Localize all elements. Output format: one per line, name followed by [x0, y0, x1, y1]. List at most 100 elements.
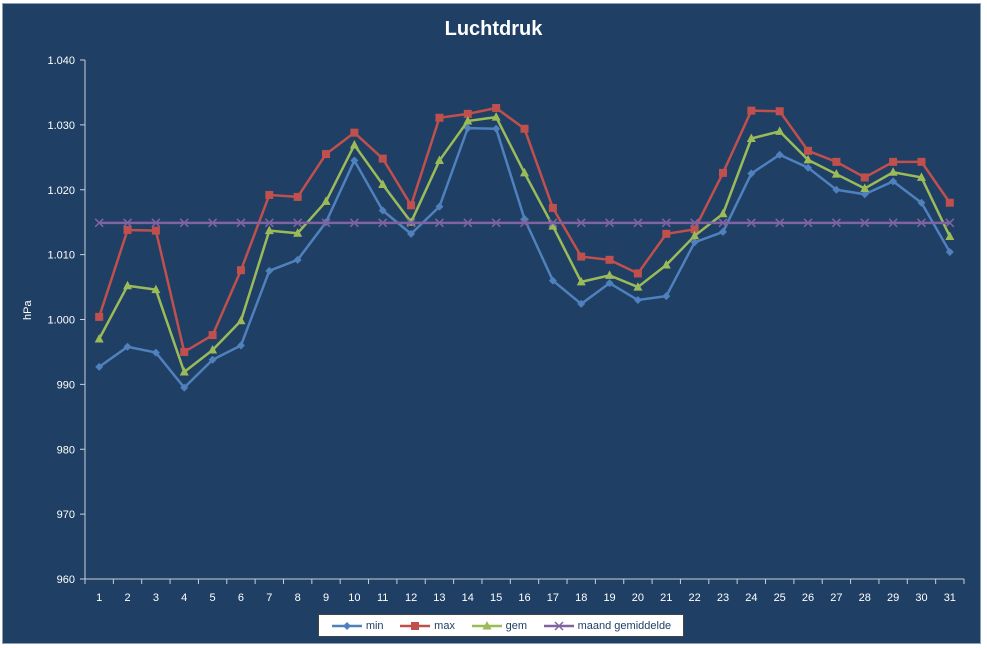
x-tick-label: 10 [348, 592, 360, 604]
y-tick-label: 1.010 [47, 250, 75, 262]
gem-point [548, 221, 558, 230]
gem-point [349, 139, 359, 149]
min-point [832, 185, 841, 194]
maand-gemiddelde-point [548, 218, 558, 228]
legend-swatch-maand-gemiddelde [543, 620, 574, 631]
maand-gemiddelde-point [434, 218, 444, 228]
x-tick-label: 6 [238, 592, 244, 604]
y-tick-label: 960 [57, 574, 75, 586]
gem-point [803, 154, 813, 164]
x-tick-label: 8 [295, 592, 301, 604]
gem-point [945, 231, 955, 240]
min-point [662, 292, 671, 301]
x-tick-label: 29 [887, 592, 899, 604]
legend-item-maand-gemiddelde: maand gemiddelde [543, 619, 672, 632]
x-tick-label: 14 [462, 592, 474, 604]
y-tick-label: 970 [57, 509, 75, 521]
legend-item-min: min [331, 620, 384, 632]
maand-gemiddelde-point [293, 218, 303, 228]
min-point [180, 383, 189, 392]
min-point [151, 348, 160, 357]
x-tick-label: 17 [547, 592, 559, 604]
min-point [917, 198, 926, 207]
gem-point [208, 344, 218, 354]
max-point [605, 255, 614, 264]
series-line-max [97, 106, 951, 354]
max-point [718, 168, 727, 177]
maand-gemiddelde-point [576, 218, 586, 228]
maand-gemiddelde-point [208, 218, 218, 228]
maand-gemiddelde-point [123, 218, 133, 228]
max-point [775, 107, 784, 116]
maand-gemiddelde-point [378, 218, 388, 228]
min-point [548, 276, 557, 285]
maand-gemiddelde-point [661, 218, 671, 228]
max-point [378, 154, 387, 163]
x-tick-label: 15 [490, 592, 502, 604]
gem-point [491, 112, 501, 121]
legend-swatch-gem [471, 620, 502, 629]
max-point [945, 198, 954, 207]
legend-label: gem [505, 619, 527, 632]
gem-point [916, 172, 926, 181]
legend-label: maand gemiddelde [577, 619, 672, 632]
y-tick-label: 1.030 [47, 120, 75, 132]
max-point [265, 190, 274, 199]
max-point [151, 226, 160, 235]
gem-point [463, 115, 473, 125]
gem-point [860, 183, 870, 192]
min-point [265, 266, 274, 275]
y-tick-label: 980 [57, 444, 75, 456]
maand-gemiddelde-point [605, 218, 615, 228]
maand-gemiddelde-point [519, 218, 530, 228]
series-gem [94, 112, 955, 376]
max-point [463, 109, 472, 118]
gem-point [94, 333, 104, 343]
legend-gem-point [482, 620, 492, 629]
legend-label: max [434, 619, 455, 632]
gem-point [264, 225, 274, 235]
series-maand-gemiddelde [94, 218, 955, 228]
maand-gemiddelde-point [945, 218, 955, 228]
x-tick-label: 25 [774, 592, 786, 604]
max-point [577, 252, 586, 261]
gem-point [605, 270, 615, 279]
gem-point [775, 126, 785, 135]
min-point [208, 355, 217, 364]
maand-gemiddelde-point [888, 218, 898, 228]
max-point [662, 229, 671, 238]
max-point [889, 157, 898, 166]
x-tick-label: 27 [830, 592, 842, 604]
gem-point [236, 315, 246, 325]
x-tick-label: 5 [210, 592, 216, 604]
max-point [123, 225, 132, 234]
maand-gemiddelde-point [179, 218, 189, 228]
x-tick-label: 24 [745, 592, 757, 604]
min-point [775, 150, 784, 159]
x-tick-label: 23 [717, 592, 729, 604]
maand-gemiddelde-point [463, 218, 473, 228]
y-tick-label: 990 [57, 379, 75, 391]
maand-gemiddelde-point [690, 218, 700, 228]
max-point [804, 146, 813, 155]
gem-point [151, 284, 161, 294]
legend-min-point [342, 621, 351, 630]
min-point [747, 169, 756, 178]
y-tick-label: 1.020 [47, 185, 75, 197]
gem-point [690, 230, 700, 240]
maand-gemiddelde-point [860, 218, 870, 228]
maand-gemiddelde-point [718, 218, 728, 228]
maand-gemiddelde-point [491, 218, 501, 228]
min-point [435, 202, 444, 211]
max-point [350, 128, 359, 137]
min-point [690, 238, 699, 247]
min-point [577, 299, 586, 308]
x-tick-label: 1 [96, 592, 102, 604]
min-point [718, 227, 727, 236]
max-point [95, 312, 104, 321]
min-point [293, 255, 302, 264]
max-point [520, 124, 529, 133]
min-point [860, 190, 869, 199]
x-tick-label: 13 [433, 592, 445, 604]
x-tick-label: 31 [944, 592, 956, 604]
